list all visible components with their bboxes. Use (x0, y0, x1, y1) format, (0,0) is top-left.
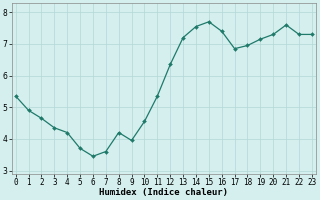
X-axis label: Humidex (Indice chaleur): Humidex (Indice chaleur) (99, 188, 228, 197)
